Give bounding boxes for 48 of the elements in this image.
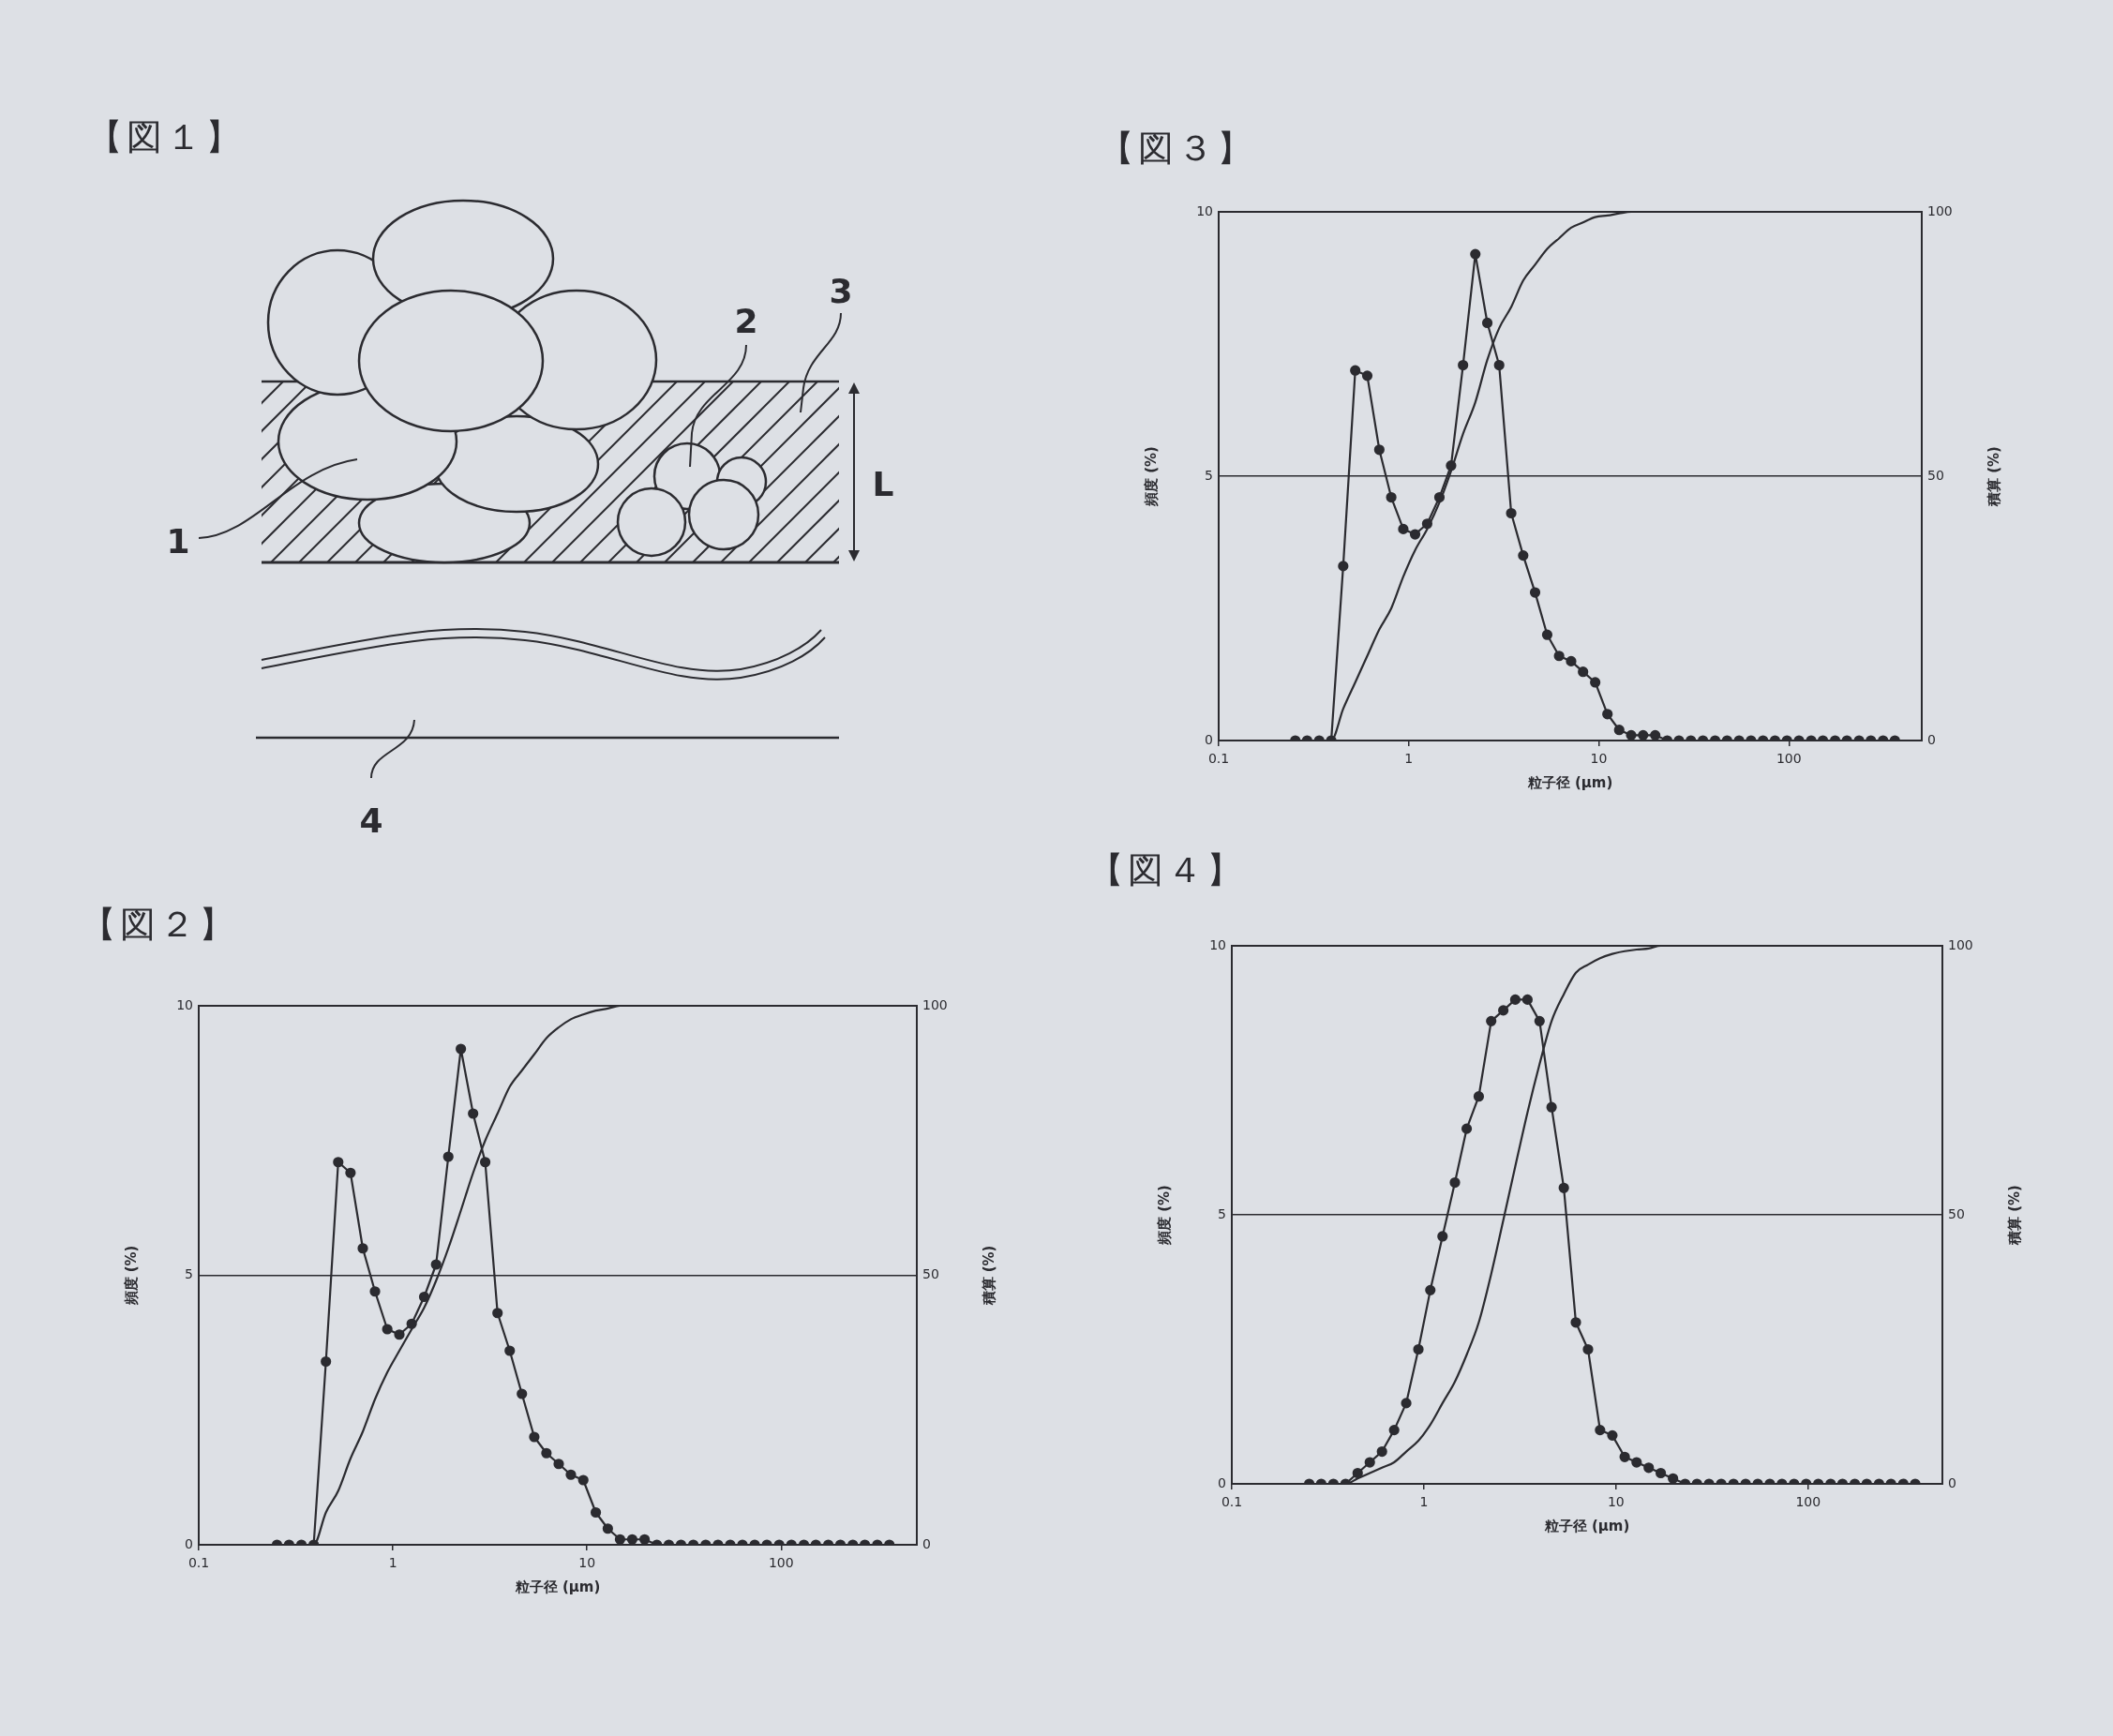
x-tick-label: 10 <box>1607 1494 1625 1510</box>
y2-tick-label: 0 <box>922 1535 931 1551</box>
y-tick-label: 10 <box>1196 202 1213 218</box>
y2-tick-label: 50 <box>1948 1205 1965 1221</box>
x-tick-label: 0.1 <box>1221 1494 1243 1510</box>
y2-tick-label: 100 <box>922 996 948 1012</box>
y-axis-title: 頻度 (%) <box>1142 446 1160 507</box>
y2-axis-title: 積算 (%) <box>1985 446 2002 507</box>
chart-title: 【図４】 <box>1088 849 1246 890</box>
text: 3 <box>829 272 853 310</box>
chart-title: 【図２】 <box>81 904 238 945</box>
x-tick-label: 10 <box>1590 751 1608 767</box>
x-tick-label: 1 <box>388 1555 397 1571</box>
x-tick-label: 10 <box>578 1555 596 1571</box>
text: 2 <box>734 302 758 340</box>
y2-tick-label: 0 <box>1948 1474 1956 1490</box>
x-axis-title: 粒子径 (μm) <box>1543 1517 1630 1534</box>
x-tick-label: 100 <box>768 1555 794 1571</box>
x-axis-title: 粒子径 (μm) <box>1526 773 1613 791</box>
y-tick-label: 10 <box>1209 936 1226 952</box>
x-tick-label: 100 <box>1795 1494 1821 1510</box>
x-tick-label: 0.1 <box>187 1555 210 1571</box>
y-axis-title: 頻度 (%) <box>1155 1185 1173 1246</box>
y2-tick-label: 100 <box>1948 936 1973 952</box>
x-tick-label: 1 <box>1419 1494 1429 1510</box>
x-tick-label: 100 <box>1776 751 1802 767</box>
y-tick-label: 0 <box>1205 731 1213 747</box>
y-tick-label: 0 <box>1218 1474 1226 1490</box>
y2-axis-title: 積算 (%) <box>2005 1185 2023 1246</box>
y-tick-label: 5 <box>185 1266 193 1282</box>
text: 4 <box>359 801 383 840</box>
text: 1 <box>166 522 190 561</box>
x-tick-label: 0.1 <box>1207 751 1230 767</box>
y2-tick-label: 100 <box>1927 202 1953 218</box>
y-tick-label: 5 <box>1205 467 1213 483</box>
text: L <box>872 465 894 503</box>
x-tick-label: 1 <box>1404 751 1414 767</box>
y2-tick-label: 50 <box>1927 467 1944 483</box>
text: 【図１】 <box>87 116 245 157</box>
x-axis-title: 粒子径 (μm) <box>514 1578 601 1595</box>
y-axis-title: 頻度 (%) <box>122 1245 140 1307</box>
chart-title: 【図３】 <box>1099 127 1256 169</box>
y2-tick-label: 50 <box>922 1266 939 1282</box>
y2-axis-title: 積算 (%) <box>980 1245 997 1307</box>
y-tick-label: 10 <box>176 996 193 1012</box>
y2-tick-label: 0 <box>1927 731 1936 747</box>
y-tick-label: 5 <box>1218 1205 1226 1221</box>
y-tick-label: 0 <box>185 1535 193 1551</box>
